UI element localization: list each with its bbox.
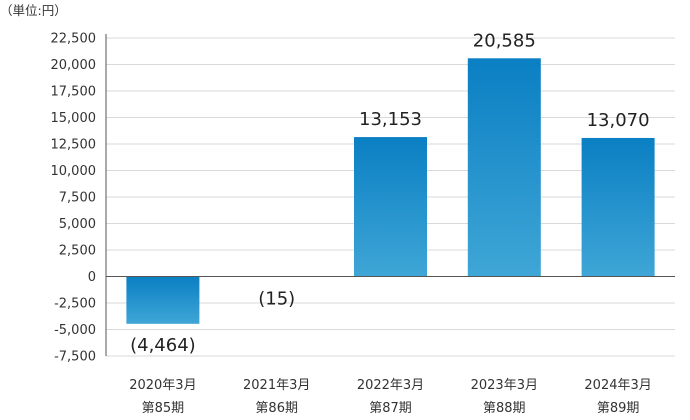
- category-label: 2024年3月: [584, 378, 651, 393]
- data-label: (15): [258, 289, 295, 310]
- y-tick-label: -2,500: [54, 297, 96, 312]
- data-label: 20,585: [473, 30, 536, 51]
- unit-label: （単位:円）: [0, 3, 67, 18]
- category-label: 第87期: [369, 401, 412, 416]
- category-label: 第86期: [255, 401, 298, 416]
- y-tick-label: 15,000: [51, 111, 97, 126]
- bar: [354, 137, 427, 277]
- y-tick-label: 5,000: [59, 217, 96, 232]
- category-label: 2022年3月: [357, 378, 424, 393]
- data-label: (4,464): [130, 335, 196, 356]
- bar: [126, 276, 200, 324]
- category-label: 2020年3月: [129, 378, 196, 393]
- category-label: 2023年3月: [471, 378, 538, 393]
- category-label: 第85期: [142, 401, 185, 416]
- category-label: 第89期: [597, 401, 640, 416]
- data-label: 13,153: [359, 109, 422, 130]
- bar: [467, 58, 541, 277]
- bar: [581, 137, 655, 277]
- y-tick-label: 0: [88, 270, 96, 285]
- axes: [105, 34, 675, 356]
- y-tick-label: 7,500: [59, 191, 96, 206]
- y-tick-label: 12,500: [51, 138, 97, 153]
- data-label: 13,070: [587, 110, 650, 131]
- y-tick-label: 2,500: [59, 244, 96, 259]
- y-tick-label: 22,500: [51, 32, 97, 47]
- data-labels: (4,464) (15) 13,153 20,585 13,070: [130, 30, 649, 356]
- category-label: 2021年3月: [243, 378, 310, 393]
- category-label: 第88期: [483, 401, 526, 416]
- bars: [126, 58, 655, 324]
- y-tick-label: -5,000: [54, 323, 96, 338]
- y-tick-label: -7,500: [54, 350, 96, 365]
- y-tick-label: 17,500: [51, 85, 97, 100]
- y-tick-label: 10,000: [51, 164, 97, 179]
- y-axis-ticks: 22,500 20,000 17,500 15,000 12,500 10,000 7,50…: [51, 32, 97, 365]
- y-tick-label: 20,000: [51, 58, 97, 73]
